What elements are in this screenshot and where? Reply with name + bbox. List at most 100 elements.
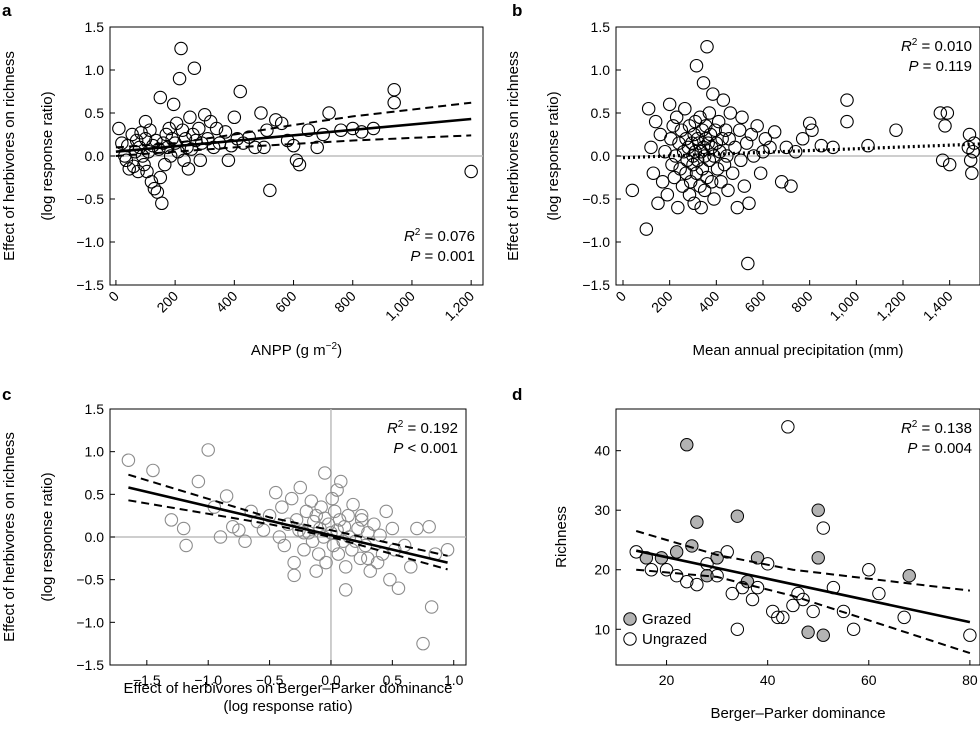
x-tick-label: 1,000 (826, 288, 862, 324)
point (678, 101, 692, 116)
point (289, 153, 304, 168)
x-tick-label: 800 (331, 288, 359, 316)
p-value-label: P = 0.004 (907, 440, 972, 457)
point (707, 192, 721, 206)
point (213, 530, 228, 544)
y-tick-label: 1.0 (85, 62, 105, 78)
point (163, 149, 178, 163)
point (183, 110, 197, 125)
point (646, 166, 661, 180)
point-grazed (801, 625, 815, 639)
point-ungrazed (745, 592, 760, 607)
point (311, 547, 326, 561)
point (165, 132, 179, 146)
point (697, 183, 712, 198)
point (682, 187, 697, 202)
point (341, 508, 355, 523)
point (676, 144, 691, 159)
x-axis-label: Mean annual precipitation (mm) (693, 342, 904, 359)
point (316, 530, 331, 544)
point (440, 543, 455, 557)
y-tick-label: 1.0 (85, 444, 105, 460)
ci-upper-line (128, 473, 448, 557)
point (181, 162, 196, 176)
x-tick-label: 400 (695, 288, 723, 316)
point (723, 106, 738, 120)
point (721, 183, 735, 198)
y-axis-label: (log response ratio) (39, 91, 56, 220)
y-tick-label: 20 (594, 562, 610, 578)
x-tick-label: 40 (760, 672, 776, 688)
point (714, 175, 728, 189)
point (209, 121, 224, 136)
point (373, 528, 387, 543)
point (889, 123, 903, 137)
point (191, 474, 206, 489)
x-tick-label: 200 (648, 288, 676, 316)
point (962, 127, 977, 142)
point (424, 600, 439, 614)
x-tick-label: 600 (272, 288, 300, 316)
point (704, 140, 719, 155)
point (201, 443, 215, 457)
point (221, 153, 236, 168)
panel-a-plot: −1.5 −1.0 −0.5 0.0 0.5 1.0 1.5 0 200 400 600 800 1,0… (1, 19, 483, 359)
point-ungrazed (776, 610, 790, 625)
y-axis-label: Effect of herbivores on richness (1, 432, 18, 642)
point (664, 132, 678, 146)
x-tick-label: 200 (153, 288, 181, 316)
point (717, 157, 732, 172)
point (706, 87, 720, 101)
point (639, 222, 654, 236)
point (861, 138, 875, 153)
point (150, 185, 165, 199)
point (938, 119, 952, 133)
legend-marker-ungrazed (623, 632, 637, 646)
point (710, 162, 725, 176)
point (935, 153, 950, 168)
point (147, 181, 162, 196)
point (193, 153, 208, 168)
y-tick-label: 10 (594, 621, 610, 637)
point (814, 138, 829, 153)
y-tick-label: 0.0 (591, 148, 611, 164)
y-tick-label: 0.0 (85, 529, 105, 545)
y-axis-label: Richness (553, 506, 570, 568)
point (826, 140, 840, 155)
point (218, 125, 233, 139)
point (933, 106, 948, 120)
fit-line (128, 486, 448, 564)
y-tick-label: −0.5 (582, 191, 610, 207)
point (379, 504, 393, 519)
point (287, 568, 301, 583)
point (354, 508, 369, 523)
point-ungrazed (760, 557, 775, 571)
x-tick-label: 800 (788, 288, 816, 316)
point-ungrazed (963, 628, 977, 642)
point (963, 153, 978, 168)
point (284, 491, 299, 506)
point (701, 136, 715, 150)
point (404, 560, 418, 574)
point (179, 538, 193, 553)
point (410, 521, 424, 536)
point (122, 162, 136, 176)
point-grazed (750, 551, 765, 565)
point (725, 166, 740, 180)
point (153, 170, 168, 185)
point (648, 114, 663, 129)
point (758, 132, 773, 146)
y-tick-label: 1.5 (591, 19, 611, 35)
point (679, 166, 693, 180)
point-ungrazed (872, 586, 886, 601)
point-ungrazed (816, 521, 830, 535)
panel-a: a −1.5 −1.0 −0.5 0.0 0.5 1.0 1.5 0 200 400 600 800 1… (1, 1, 484, 359)
ci-upper-line (635, 530, 971, 592)
point (696, 76, 711, 90)
point-ungrazed (659, 563, 674, 577)
point (713, 144, 727, 159)
point (694, 200, 708, 215)
point-ungrazed (897, 610, 911, 625)
point (655, 175, 670, 189)
panel-c-plot: −1.5 −1.0 −0.5 0.0 0.5 1.0 1.5 −1.5 −1.0 −0.5 0.0 0… (1, 401, 466, 715)
